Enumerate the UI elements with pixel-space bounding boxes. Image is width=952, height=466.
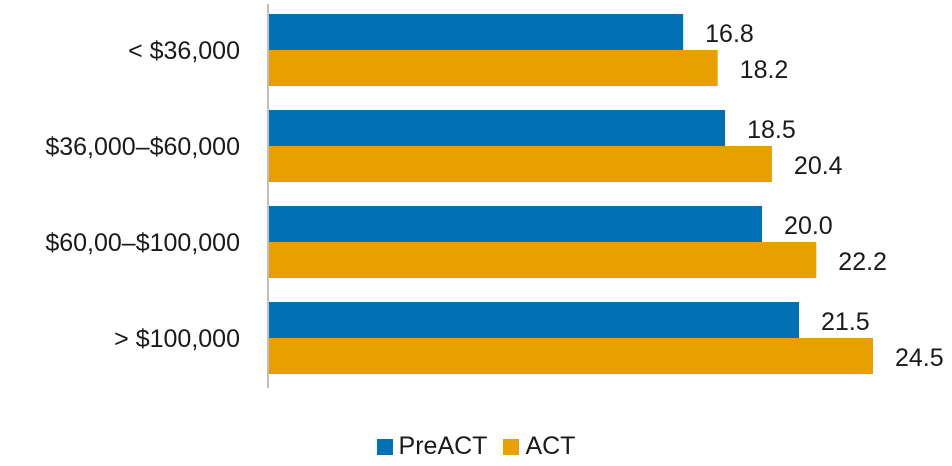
value-label-act: 22.2 xyxy=(838,248,887,276)
bar-preact xyxy=(269,14,684,50)
value-label-preact: 21.5 xyxy=(821,308,870,336)
category-label: > $100,000 xyxy=(114,325,240,353)
bar-act xyxy=(269,242,817,278)
category-label: $36,000–$60,000 xyxy=(45,133,240,161)
legend-swatch-act xyxy=(503,438,520,455)
bar-act xyxy=(269,338,873,374)
value-label-preact: 16.8 xyxy=(705,20,754,48)
bar-preact xyxy=(269,206,763,242)
bar-preact xyxy=(269,302,800,338)
value-label-act: 18.2 xyxy=(740,56,789,84)
value-label-act: 24.5 xyxy=(895,344,944,372)
labels-group: < $36,000 16.8 18.2 $36,000–$60,000 18.5 20.4… xyxy=(45,20,943,372)
legend-label-act: ACT xyxy=(525,432,576,460)
bar-preact xyxy=(269,110,726,146)
bar-chart: < $36,000 16.8 18.2 $36,000–$60,000 18.5 20.4… xyxy=(45,4,944,388)
legend: PreACT ACT xyxy=(0,432,952,461)
bar-act xyxy=(269,146,772,182)
category-label: $60,00–$100,000 xyxy=(45,229,240,257)
legend-swatch-preact xyxy=(376,438,393,455)
value-label-preact: 18.5 xyxy=(747,116,796,144)
legend-item-preact: PreACT xyxy=(376,432,488,461)
bars-group xyxy=(269,14,873,374)
category-label: < $36,000 xyxy=(128,37,240,65)
value-label-preact: 20.0 xyxy=(784,212,833,240)
legend-label-preact: PreACT xyxy=(398,432,488,460)
value-label-act: 20.4 xyxy=(794,152,843,180)
bar-act xyxy=(269,50,718,86)
legend-item-act: ACT xyxy=(503,432,575,461)
